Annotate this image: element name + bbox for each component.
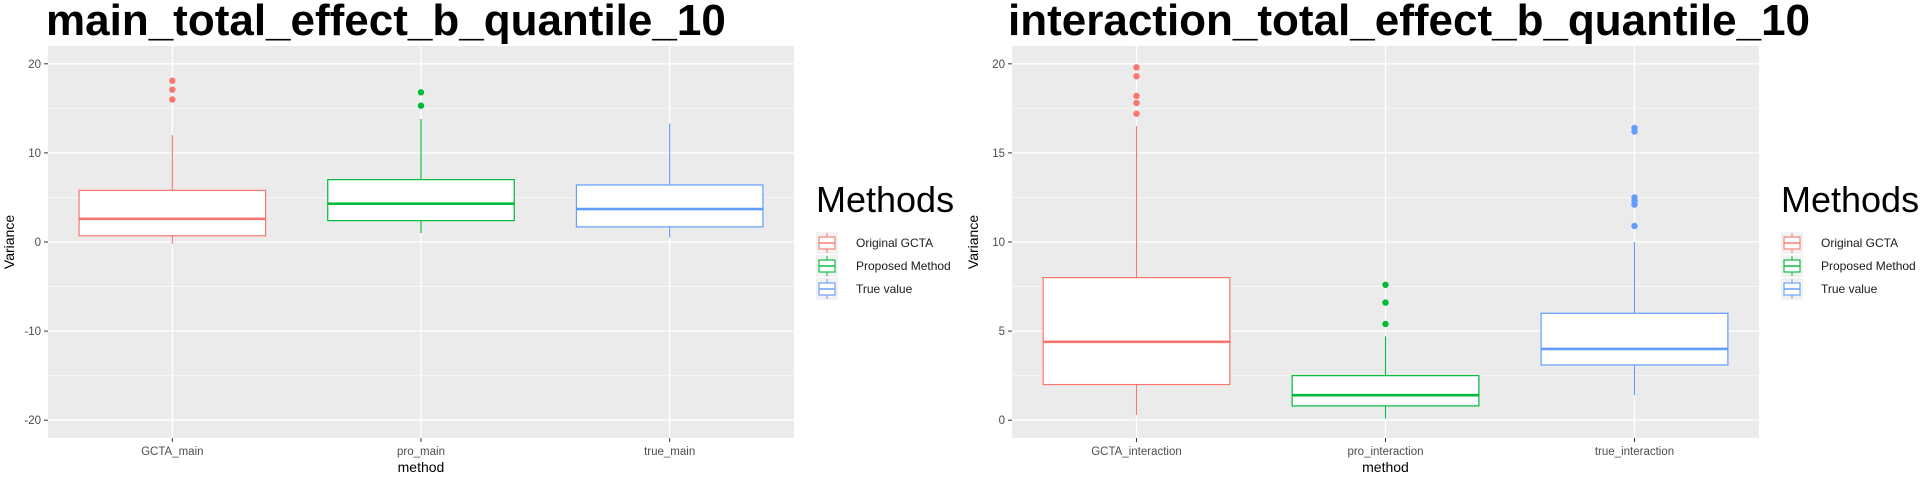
outlier-point: [169, 77, 176, 84]
x-tick-label: GCTA_main: [141, 446, 203, 458]
y-tick-label: 10: [992, 237, 1005, 249]
box-iqr: [327, 179, 515, 222]
y-axis-title: Variance: [965, 215, 981, 269]
legend-title: Methods: [816, 179, 954, 220]
x-tick-label: pro_main: [397, 446, 445, 458]
outlier-point: [1133, 73, 1140, 80]
outlier-point: [1382, 299, 1389, 306]
outlier-point: [417, 89, 425, 96]
legend: Methods Original GCTA Proposed Method True …: [1781, 179, 1919, 300]
y-tick-label: 15: [992, 148, 1005, 160]
y-tick-label: 10: [28, 148, 41, 160]
y-axis-title: Variance: [1, 215, 17, 269]
outlier-point: [1133, 64, 1140, 71]
legend-key: [816, 255, 838, 277]
y-tick-label: 20: [992, 59, 1005, 71]
y-tick-label: -10: [24, 326, 41, 338]
x-tick-label: GCTA_interaction: [1091, 446, 1182, 458]
x-axis-title: method: [1362, 459, 1409, 475]
y-tick-label: 0: [35, 237, 41, 249]
outlier-point: [169, 86, 176, 93]
legend-label: Proposed Method: [856, 259, 951, 273]
box-iqr: [575, 184, 764, 228]
chart-panel-0: -20 -10 0 10 20 GCTA_main pro_main true_mainmet…: [1, 46, 954, 475]
box-iqr: [1540, 312, 1729, 366]
box-GCTA_interaction: [1042, 64, 1231, 415]
legend-key: [1781, 278, 1803, 300]
y-tick-label: -20: [24, 415, 41, 427]
outlier-point: [169, 96, 176, 103]
box-pro_main: [327, 89, 515, 234]
x-tick-label: true_main: [644, 446, 695, 458]
legend-label: Original GCTA: [1821, 236, 1898, 250]
legend-label: True value: [856, 282, 913, 296]
box-iqr: [1042, 277, 1231, 386]
outlier-point: [1382, 320, 1389, 328]
outlier-point: [1631, 222, 1638, 230]
box-true_main: [575, 123, 764, 238]
outlier-point: [1631, 194, 1638, 201]
outlier-point: [1133, 110, 1140, 117]
box-iqr: [1291, 375, 1480, 407]
outlier-point: [1631, 124, 1638, 132]
x-tick-label: true_interaction: [1595, 446, 1674, 458]
y-tick-label: 0: [999, 415, 1005, 427]
box-pro_interaction: [1291, 281, 1480, 419]
outlier-point: [1133, 92, 1140, 100]
legend-label: Proposed Method: [1821, 259, 1916, 273]
legend-key: [816, 278, 838, 300]
outlier-point: [1382, 281, 1389, 288]
legend: Methods Original GCTA Proposed Method True …: [816, 179, 954, 300]
outlier-point: [1133, 99, 1140, 107]
legend-key: [1781, 255, 1803, 277]
chart-title-interaction: interaction_total_effect_b_quantile_10: [1008, 0, 1811, 45]
box-true_interaction: [1540, 124, 1729, 396]
legend-label: Original GCTA: [856, 236, 933, 250]
legend-label: True value: [1821, 282, 1878, 296]
y-tick-label: 20: [28, 59, 41, 71]
chart-title-main: main_total_effect_b_quantile_10: [46, 0, 726, 45]
chart-panel-1: 0 5 10 15 20 GCTA_interaction pro_interaction t…: [965, 46, 1919, 475]
box-iqr: [78, 189, 267, 237]
x-axis-title: method: [398, 459, 445, 475]
box-GCTA_main: [78, 77, 267, 244]
legend-key: [1781, 232, 1803, 254]
x-tick-label: pro_interaction: [1347, 446, 1423, 458]
legend-title: Methods: [1781, 179, 1919, 220]
outlier-point: [417, 102, 425, 109]
y-tick-label: 5: [999, 326, 1005, 338]
legend-key: [816, 232, 838, 254]
